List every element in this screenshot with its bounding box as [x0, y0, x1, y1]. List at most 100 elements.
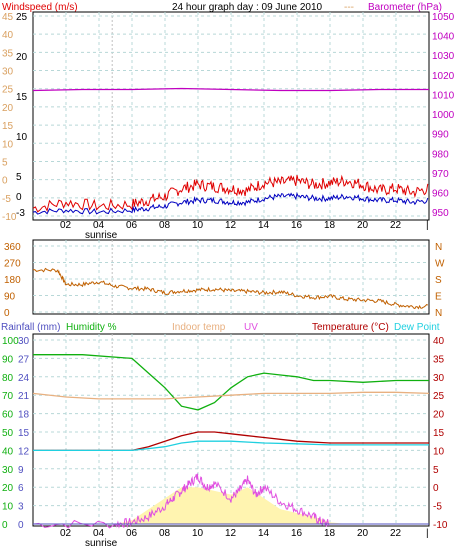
- temperature-tick: 10: [433, 446, 445, 457]
- wind-outer-tick: 35: [2, 48, 14, 59]
- sunrise-label: sunrise: [85, 538, 118, 549]
- x-tick-label: 16: [291, 528, 303, 539]
- wind-outer-tick: -10: [2, 212, 17, 223]
- rain-tick: 3: [18, 502, 24, 513]
- wind-outer-tick: 45: [2, 12, 14, 23]
- temperature-tick: 20: [433, 410, 445, 421]
- humidity-tick: 40: [2, 446, 14, 457]
- barometer-tick: 990: [432, 130, 449, 141]
- x-tick-end: |: [426, 220, 429, 231]
- barometer-tick: 970: [432, 169, 449, 180]
- temperature-tick: -5: [433, 502, 442, 513]
- wind-outer-tick: 20: [2, 103, 14, 114]
- x-tick-label: 02: [60, 220, 72, 231]
- humidity-tick: 20: [2, 483, 14, 494]
- barometer-tick: 1010: [432, 90, 455, 101]
- humidity-tick: 50: [2, 428, 14, 439]
- x-tick-label: 12: [225, 528, 237, 539]
- x-tick-label: 12: [225, 220, 237, 231]
- humidity-tick: 70: [2, 391, 14, 402]
- x-tick-label: 18: [324, 220, 336, 231]
- grid-lines: [33, 12, 429, 526]
- x-tick-label: 06: [126, 528, 138, 539]
- barometer-tick: 1000: [432, 110, 455, 121]
- temperature-tick: 35: [433, 354, 445, 365]
- x-tick-label: 20: [357, 220, 369, 231]
- barometer-dash: ---: [344, 2, 354, 13]
- barometer-tick: 1050: [432, 12, 455, 23]
- barometer-tick: 1040: [432, 32, 455, 43]
- graph-title: 24 hour graph day : 09 June 2010: [172, 2, 323, 13]
- compass-tick: S: [435, 275, 442, 286]
- rain-tick: 0: [18, 520, 24, 531]
- x-tick-label: 16: [291, 220, 303, 231]
- solar-area: [33, 487, 429, 524]
- temperature-tick: 5: [433, 465, 439, 476]
- direction-tick: 270: [4, 259, 21, 270]
- x-tick-label: 02: [60, 528, 72, 539]
- humidity-tick: 60: [2, 410, 14, 421]
- x-tick-label: 08: [159, 220, 171, 231]
- rain-tick: 21: [18, 391, 30, 402]
- humidity-tick: 30: [2, 465, 14, 476]
- sunrise-label: sunrise: [85, 230, 118, 241]
- temperature-tick: 30: [433, 373, 445, 384]
- x-tick-label: 04: [93, 220, 105, 231]
- temperature-tick: -10: [433, 520, 448, 531]
- wind-inner-tick: -3: [16, 208, 25, 219]
- barometer-tick: 980: [432, 149, 449, 160]
- compass-tick: N: [435, 242, 442, 253]
- compass-tick: E: [435, 292, 442, 303]
- wind-outer-tick: 15: [2, 121, 14, 132]
- x-tick-label: 10: [192, 528, 204, 539]
- humidity-tick: 80: [2, 373, 14, 384]
- uv-line: [32, 473, 330, 529]
- rain-tick: 6: [18, 483, 24, 494]
- humidity-tick: 10: [2, 502, 14, 513]
- temperature-tick: 25: [433, 391, 445, 402]
- humidity-label: Humidity %: [66, 322, 117, 333]
- wind-inner-tick: 15: [16, 92, 28, 103]
- windspeed-label: Windspeed (m/s): [2, 2, 78, 13]
- humidity-line: [33, 354, 429, 411]
- x-tick-label: 04: [93, 528, 105, 539]
- rain-tick: 24: [18, 373, 30, 384]
- temperature-tick: 0: [433, 483, 439, 494]
- rain-tick: 30: [18, 336, 30, 347]
- barometer-line: [32, 87, 429, 92]
- wind-outer-tick: -5: [2, 194, 11, 205]
- x-tick-label: 22: [390, 220, 402, 231]
- wind-inner-tick: 25: [16, 12, 28, 23]
- temperature-tick: 15: [433, 428, 445, 439]
- wind-outer-tick: 40: [2, 30, 14, 41]
- indoor-temp-label: Indoor temp: [172, 322, 226, 333]
- x-tick-label: 10: [192, 220, 204, 231]
- uv-label: UV: [244, 322, 258, 333]
- temperature-tick: 40: [433, 336, 445, 347]
- dew-point-label: Dew Point: [394, 322, 440, 333]
- wind-inner-tick: 0: [16, 192, 22, 203]
- wind-inner-tick: 5: [16, 172, 22, 183]
- rainfall-label: Rainfall (mm): [1, 322, 60, 333]
- humidity-tick: 100: [2, 336, 19, 347]
- indoor-temp-line: [32, 391, 430, 400]
- x-tick-label: 06: [126, 220, 138, 231]
- barometer-tick: 960: [432, 188, 449, 199]
- x-tick-label: 14: [258, 528, 270, 539]
- direction-tick: 90: [4, 292, 16, 303]
- barometer-tick: 1030: [432, 51, 455, 62]
- x-tick-end: |: [426, 528, 429, 539]
- compass-tick: W: [435, 259, 445, 270]
- wind-outer-tick: 0: [2, 176, 8, 187]
- x-tick-label: 18: [324, 528, 336, 539]
- rain-tick: 12: [18, 446, 30, 457]
- rain-tick: 9: [18, 465, 24, 476]
- barometer-tick: 950: [432, 208, 449, 219]
- wind-inner-tick: 20: [16, 52, 28, 63]
- windspeed-avg-line: [32, 192, 429, 215]
- temperature-label: Temperature (°C): [312, 322, 389, 333]
- barometer-tick: 1020: [432, 71, 455, 82]
- compass-tick: N: [435, 308, 442, 319]
- dew-point-line: [33, 440, 429, 452]
